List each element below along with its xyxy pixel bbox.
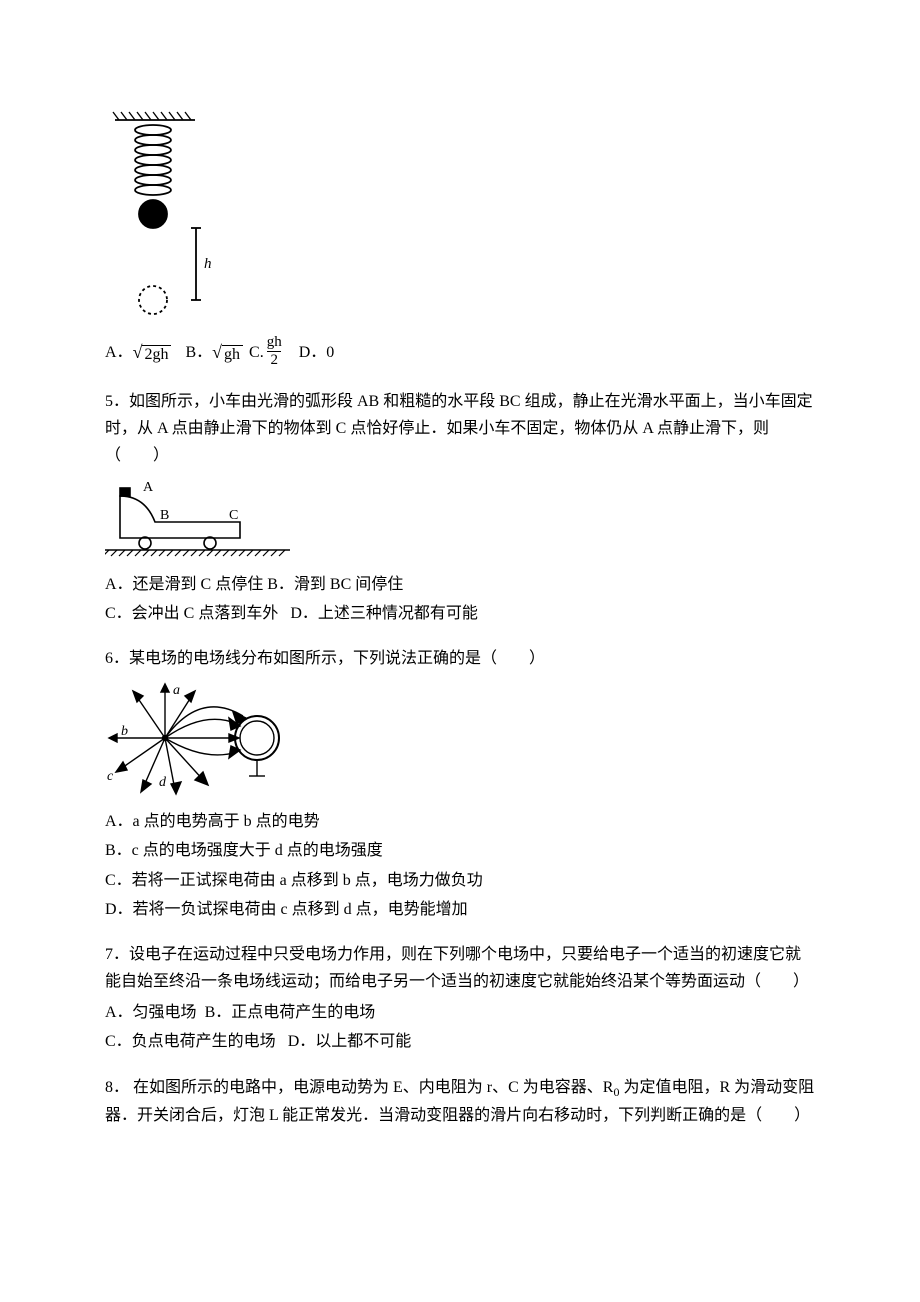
q5: 5．如图所示，小车由光滑的弧形段 AB 和粗糙的水平段 BC 组成，静止在光滑水… — [105, 388, 815, 627]
q4-spring-figure: h — [105, 108, 815, 328]
q5-opt-c: C．会冲出 C 点落到车外 — [105, 605, 278, 622]
q7-text: 7．设电子在运动过程中只受电场力作用，则在下列哪个电场中，只要给电子一个适当的初… — [105, 941, 815, 995]
q5-opts-line2: C．会冲出 C 点落到车外 D．上述三种情况都有可能 — [105, 600, 815, 627]
svg-text:d: d — [159, 775, 167, 790]
q6-opt-c: C．若将一正试探电荷由 a 点移到 b 点，电场力做负功 — [105, 867, 815, 894]
svg-text:C: C — [229, 508, 238, 523]
svg-text:B: B — [160, 508, 169, 523]
sqrt-gh: √gh — [212, 343, 243, 363]
q7-opts-line1: A．匀强电场 B．正点电荷产生的电场 — [105, 999, 815, 1026]
q5-opt-b: B．滑到 BC 间停住 — [267, 576, 403, 593]
q4-option-c: C. gh 2 — [249, 336, 285, 370]
opt-label: D． — [299, 339, 327, 366]
q8-text: 8． 在如图所示的电路中，电源电动势为 E、内电阻为 r、C 为电容器、R0 为… — [105, 1074, 815, 1130]
q7-opt-a: A．匀强电场 — [105, 1004, 197, 1021]
opt-label: A． — [105, 339, 133, 366]
q7-opt-b: B．正点电荷产生的电场 — [205, 1004, 376, 1021]
q7-opts-line2: C．负点电荷产生的电场 D．以上都不可能 — [105, 1028, 815, 1055]
q5-text: 5．如图所示，小车由光滑的弧形段 AB 和粗糙的水平段 BC 组成，静止在光滑水… — [105, 388, 815, 470]
q4-option-a: A． √2gh — [105, 339, 171, 366]
q6-opt-a: A．a 点的电势高于 b 点的电势 — [105, 808, 815, 835]
q6: 6．某电场的电场线分布如图所示，下列说法正确的是（ ） — [105, 645, 815, 923]
h-label: h — [204, 256, 212, 272]
fraction-gh-2: gh 2 — [264, 334, 285, 368]
q6-opt-b: B．c 点的电场强度大于 d 点的电场强度 — [105, 837, 815, 864]
svg-text:b: b — [121, 724, 128, 739]
q6-field-figure: a b c d — [105, 680, 815, 800]
q6-opt-d: D．若将一负试探电荷由 c 点移到 d 点，电势能增加 — [105, 896, 815, 923]
q6-text: 6．某电场的电场线分布如图所示，下列说法正确的是（ ） — [105, 645, 815, 672]
q8: 8． 在如图所示的电路中，电源电动势为 E、内电阻为 r、C 为电容器、R0 为… — [105, 1074, 815, 1130]
q4-option-b: B． √gh — [185, 339, 243, 366]
sqrt-2gh: √2gh — [133, 343, 172, 363]
q4-options: A． √2gh B． √gh C. gh 2 D． 0 — [105, 336, 815, 370]
svg-text:a: a — [173, 683, 180, 698]
q7-opt-d: D．以上都不可能 — [288, 1033, 412, 1050]
q5-opt-d: D．上述三种情况都有可能 — [290, 605, 478, 622]
q5-opts-line1: A．还是滑到 C 点停住 B．滑到 BC 间停住 — [105, 571, 815, 598]
q4-option-d: D． 0 — [299, 339, 335, 366]
svg-text:A: A — [143, 480, 154, 495]
q7: 7．设电子在运动过程中只受电场力作用，则在下列哪个电场中，只要给电子一个适当的初… — [105, 941, 815, 1056]
q5-opt-a: A．还是滑到 C 点停住 — [105, 576, 263, 593]
svg-text:c: c — [107, 769, 114, 784]
opt-label: C. — [249, 339, 264, 366]
q5-cart-figure: A B C — [105, 478, 815, 563]
q7-opt-c: C．负点电荷产生的电场 — [105, 1033, 276, 1050]
opt-label: B． — [185, 339, 212, 366]
opt-val: 0 — [326, 339, 334, 366]
